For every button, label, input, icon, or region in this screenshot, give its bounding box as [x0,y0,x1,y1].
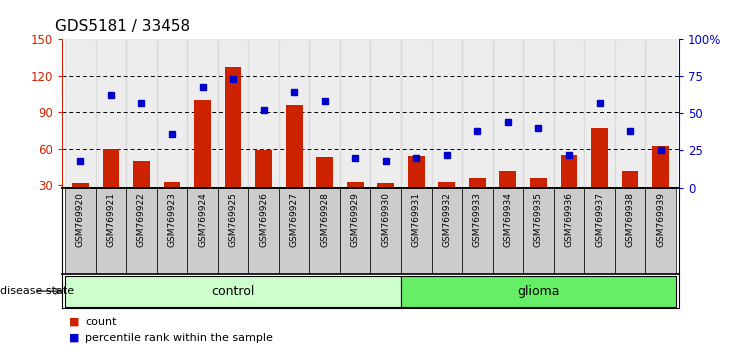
Bar [371,39,401,188]
Bar [530,178,547,188]
Text: ■: ■ [69,317,80,327]
Bar [553,39,584,188]
Bar [157,188,188,274]
Bar [493,188,523,274]
Bar [469,178,485,188]
Bar [279,188,310,274]
Bar [553,188,584,274]
Text: GSM769925: GSM769925 [228,192,237,247]
Bar [65,39,96,188]
Bar [218,188,248,274]
Text: glioma: glioma [517,285,560,298]
Text: GDS5181 / 33458: GDS5181 / 33458 [55,19,190,34]
Bar [310,39,340,188]
Text: GSM769938: GSM769938 [626,192,634,247]
Bar [194,100,211,188]
Bar [65,188,96,274]
Bar [615,39,645,188]
Text: GSM769921: GSM769921 [107,192,115,247]
Bar [340,39,370,188]
Bar [401,276,676,307]
Text: disease state: disease state [0,286,74,296]
Bar [584,39,615,188]
Text: GSM769926: GSM769926 [259,192,268,247]
Text: GSM769934: GSM769934 [504,192,512,247]
Bar [255,150,272,188]
Bar [96,188,126,274]
Bar [584,188,615,274]
Text: GSM769930: GSM769930 [381,192,391,247]
Bar [340,188,370,274]
Bar [371,188,401,274]
Bar [645,188,676,274]
Text: count: count [85,317,117,327]
Bar [615,188,645,274]
Bar [248,39,279,188]
Bar [218,39,248,188]
Text: control: control [212,285,255,298]
Bar [645,39,676,188]
Bar [431,188,462,274]
Bar [164,182,180,188]
Bar [347,182,364,188]
Text: GSM769936: GSM769936 [564,192,574,247]
Bar [652,146,669,188]
Bar [499,171,516,188]
Bar [493,39,523,188]
Bar [561,155,577,188]
Bar [439,182,456,188]
Bar [285,105,302,188]
Bar [431,39,462,188]
Bar [523,39,553,188]
Text: GSM769924: GSM769924 [198,192,207,247]
Text: GSM769928: GSM769928 [320,192,329,247]
Bar [401,39,431,188]
Text: GSM769920: GSM769920 [76,192,85,247]
Bar [523,188,553,274]
Bar [279,39,310,188]
Bar [133,161,150,188]
Text: GSM769922: GSM769922 [137,192,146,247]
Bar [248,188,279,274]
Text: GSM769929: GSM769929 [350,192,360,247]
Bar [591,128,608,188]
Bar [96,39,126,188]
Text: GSM769931: GSM769931 [412,192,420,247]
Bar [462,39,493,188]
Bar [72,183,89,188]
Bar [225,67,242,188]
Bar [157,39,188,188]
Text: GSM769927: GSM769927 [290,192,299,247]
Text: GSM769937: GSM769937 [595,192,604,247]
Text: GSM769933: GSM769933 [473,192,482,247]
Bar [377,183,394,188]
Bar [102,149,119,188]
Text: percentile rank within the sample: percentile rank within the sample [85,333,273,343]
Bar [188,188,218,274]
Bar [401,188,431,274]
Bar [622,171,639,188]
Bar [316,157,333,188]
Text: GSM769932: GSM769932 [442,192,451,247]
Bar [126,188,157,274]
Bar [408,156,425,188]
Text: GSM769939: GSM769939 [656,192,665,247]
Bar [65,276,401,307]
Bar [462,188,493,274]
Text: ■: ■ [69,333,80,343]
Bar [188,39,218,188]
Text: GSM769923: GSM769923 [167,192,177,247]
Bar [126,39,157,188]
Text: GSM769935: GSM769935 [534,192,543,247]
Bar [310,188,340,274]
